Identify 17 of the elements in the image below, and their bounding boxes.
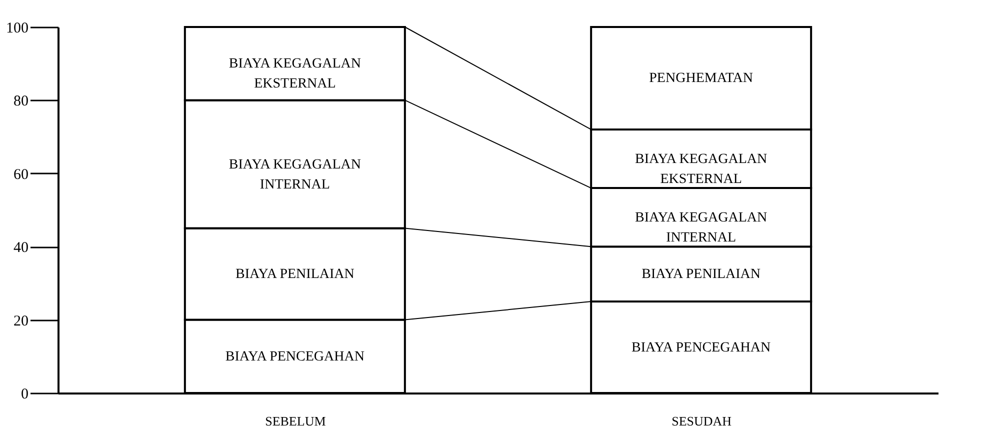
y-tick-label: 60 [14,166,28,183]
text: BIAYA KEGAGALAN EKSTERNAL [228,56,361,92]
y-tick-label: 40 [14,240,28,256]
x-tick-label: SEBELUM [265,414,326,428]
series-label: PENGHEMATAN [649,71,754,86]
text: BIAYA PENILAIAN [235,267,354,282]
y-tick-label: 0 [21,386,28,402]
x-tick-label: SESUDAH [672,414,732,428]
series-label: BIAYA PENCEGAHAN [225,349,364,364]
y-tick-label: 20 [14,313,28,330]
y-tick-label: 100 [6,20,28,36]
text: BIAYA KEGAGALAN INTERNAL [228,157,361,192]
series-label: BIAYA KEGAGALAN EKSTERNAL [635,152,768,187]
series-label: BIAYA KEGAGALAN INTERNAL [635,210,768,246]
series-label: BIAYA PENILAIAN [642,267,761,282]
text: BIAYA PENCEGAHAN [632,340,771,356]
y-tick-label: 80 [14,94,28,110]
